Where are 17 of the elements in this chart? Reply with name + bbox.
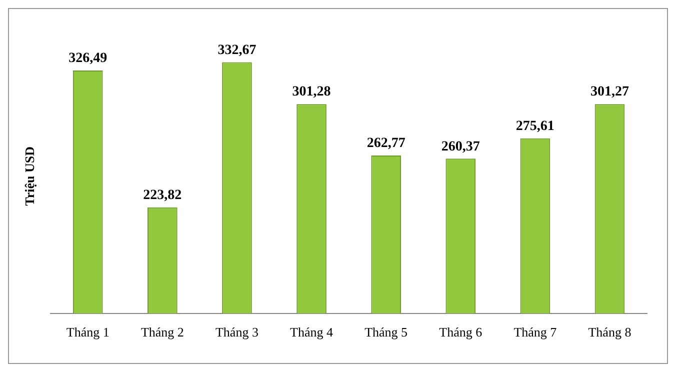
x-tick-label: Tháng 8 [588, 324, 632, 340]
x-tick-label: Tháng 2 [140, 324, 184, 340]
x-tick-label: Tháng 3 [215, 324, 258, 340]
x-tick-label: Tháng 7 [514, 324, 558, 340]
x-tick-label: Tháng 6 [439, 324, 483, 340]
x-tick-label: Tháng 1 [66, 324, 110, 340]
data-label: 301,27 [590, 84, 629, 100]
data-label: 301,28 [292, 84, 331, 100]
data-label: 326,49 [68, 51, 108, 66]
x-tick-label: Tháng 4 [290, 324, 334, 340]
data-label: 223,82 [143, 188, 182, 204]
data-label: 262,77 [366, 136, 406, 152]
data-label: 332,67 [218, 42, 256, 58]
data-label: 260,37 [441, 139, 480, 154]
data-label: 275,61 [516, 118, 554, 134]
x-tick-label: Tháng 5 [364, 324, 408, 340]
y-axis-title: Triệu USD [22, 146, 38, 206]
